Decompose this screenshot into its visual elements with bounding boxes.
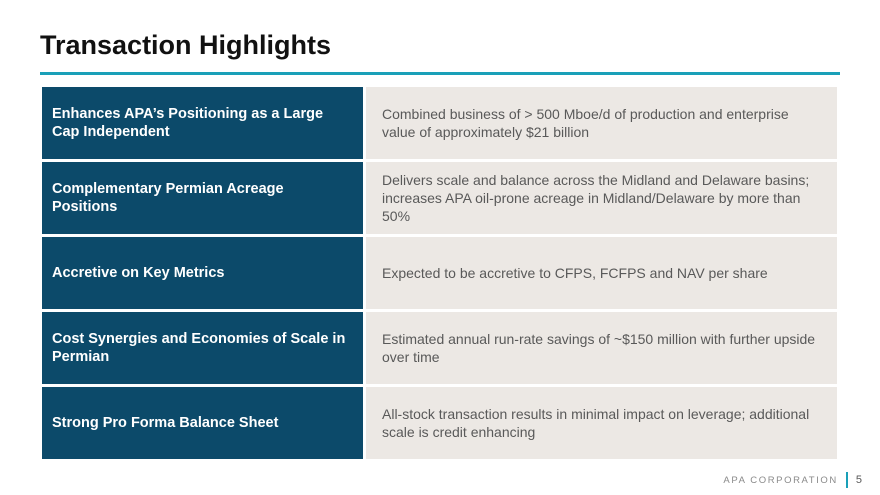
page-number: 5: [855, 474, 862, 486]
highlight-row: Accretive on Key Metrics Expected to be …: [42, 237, 837, 309]
highlight-heading-cell: Strong Pro Forma Balance Sheet: [42, 387, 363, 459]
highlight-detail: Estimated annual run-rate savings of ~$1…: [382, 331, 816, 365]
highlight-detail: Expected to be accretive to CFPS, FCFPS …: [382, 265, 768, 281]
highlight-heading-cell: Cost Synergies and Economies of Scale in…: [42, 312, 363, 384]
highlight-heading-cell: Complementary Permian Acreage Positions: [42, 162, 363, 234]
highlight-heading-cell: Enhances APA’s Positioning as a Large Ca…: [42, 87, 363, 159]
highlight-row: Complementary Permian Acreage Positions …: [42, 162, 837, 234]
highlight-row: Cost Synergies and Economies of Scale in…: [42, 312, 837, 384]
highlight-row: Strong Pro Forma Balance Sheet All-stock…: [42, 387, 837, 459]
highlight-detail: Combined business of > 500 Mboe/d of pro…: [382, 106, 789, 140]
highlight-row: Enhances APA’s Positioning as a Large Ca…: [42, 87, 837, 159]
highlight-detail-cell: Expected to be accretive to CFPS, FCFPS …: [366, 237, 837, 309]
slide-title: Transaction Highlights: [40, 30, 332, 60]
title-underline: [40, 72, 840, 75]
highlight-detail-cell: Estimated annual run-rate savings of ~$1…: [366, 312, 837, 384]
highlight-heading: Cost Synergies and Economies of Scale in…: [52, 331, 346, 365]
highlight-heading: Accretive on Key Metrics: [52, 265, 225, 281]
highlight-heading-cell: Accretive on Key Metrics: [42, 237, 363, 309]
highlight-detail-cell: All-stock transaction results in minimal…: [366, 387, 837, 459]
footer-company-name: APA CORPORATION: [723, 474, 838, 486]
slide-footer: APA CORPORATION 5: [723, 472, 862, 488]
highlight-detail: Delivers scale and balance across the Mi…: [382, 172, 810, 224]
highlight-detail-cell: Delivers scale and balance across the Mi…: [366, 162, 837, 234]
highlights-table: Enhances APA’s Positioning as a Large Ca…: [42, 87, 837, 459]
highlight-detail: All-stock transaction results in minimal…: [382, 406, 810, 440]
footer-divider: [845, 472, 848, 488]
highlight-heading: Strong Pro Forma Balance Sheet: [52, 415, 279, 431]
highlight-heading: Complementary Permian Acreage Positions: [52, 181, 284, 215]
highlight-detail-cell: Combined business of > 500 Mboe/d of pro…: [366, 87, 837, 159]
highlight-heading: Enhances APA’s Positioning as a Large Ca…: [52, 106, 324, 140]
